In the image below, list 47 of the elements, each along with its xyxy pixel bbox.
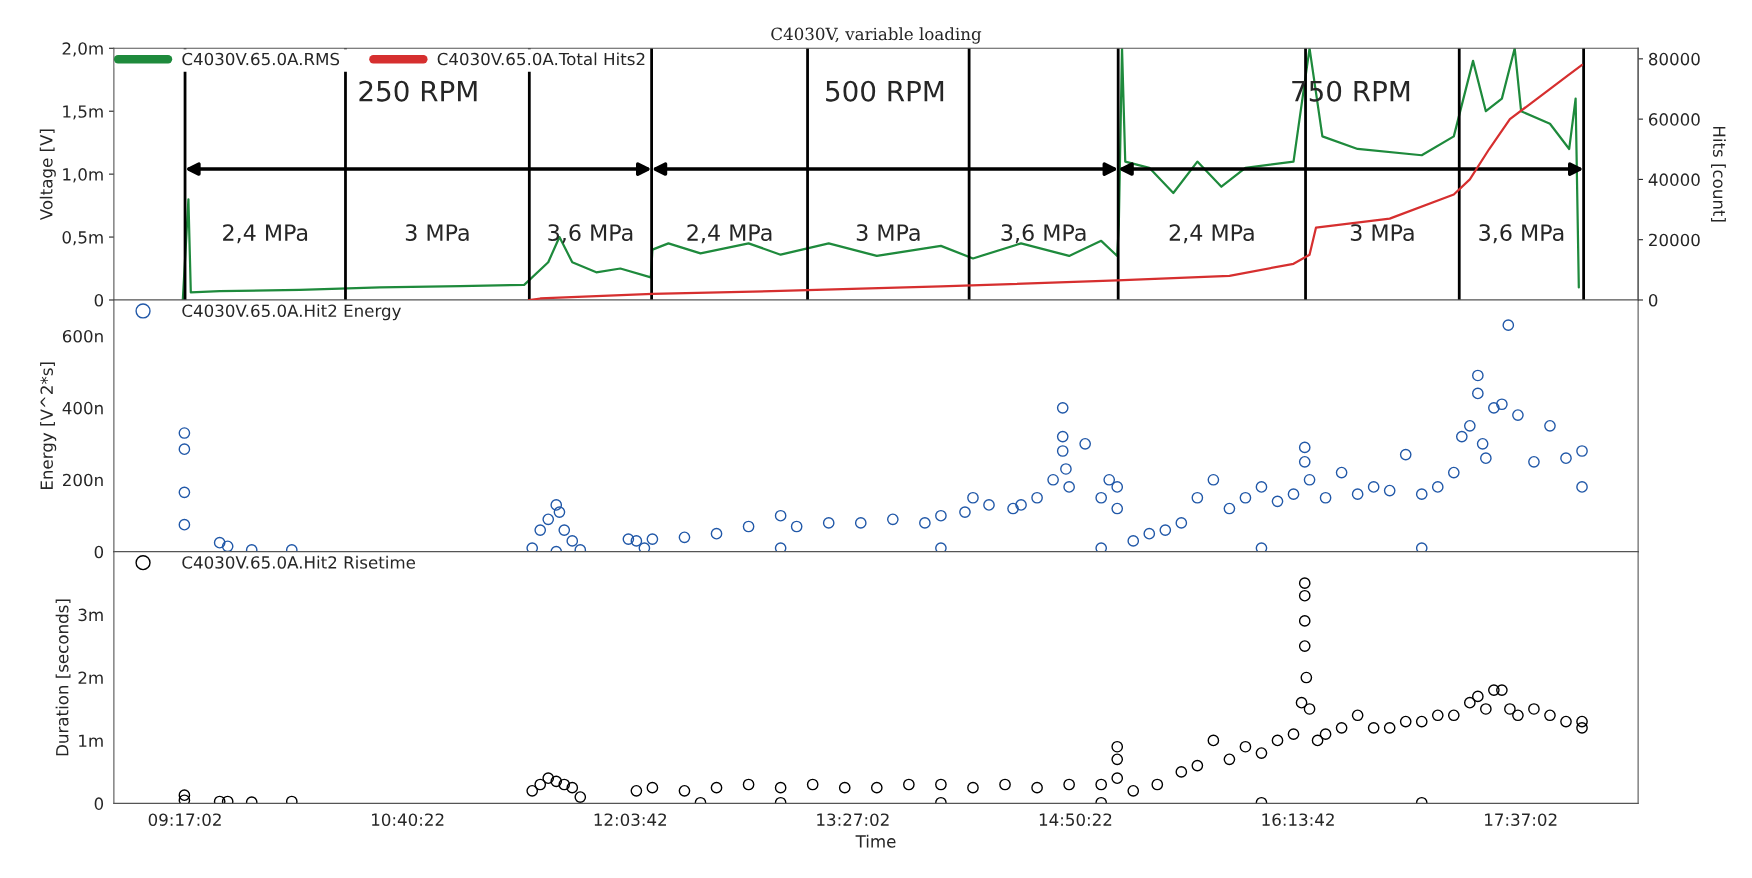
y-tick-label: 600n [62, 329, 103, 343]
x-axis-title: Time [855, 834, 896, 848]
chart-title: C4030V, variable loading [771, 27, 982, 44]
x-tick-label: 09:17:02 [148, 813, 221, 826]
line-series [181, 48, 1580, 300]
y-tick-label: 1m [79, 734, 103, 747]
y-tick-label: 400n [62, 401, 103, 415]
annotation: 3,6 MPa [548, 224, 633, 244]
x-tick-label: 12:03:42 [594, 813, 666, 826]
annotation: 3 MPa [405, 224, 469, 241]
annotation: 2,4 MPa [1169, 224, 1254, 244]
x-tick-label: 14:50:22 [1039, 813, 1112, 826]
y2-tick-label: 20000 [1649, 233, 1700, 247]
y-tick-label: 0,5m [62, 231, 103, 246]
y-tick-label: 3m [78, 608, 103, 622]
x-tick-label: 16:13:42 [1262, 813, 1334, 826]
y-tick-label: 0 [94, 545, 104, 559]
y-axis-title: Duration [seconds] [55, 599, 71, 756]
y-tick-label: 1,5m [63, 105, 103, 120]
y-axis-title: Voltage [V] [39, 129, 56, 221]
legend-label: C4030V.65.0A.Hit2 Risetime [182, 555, 416, 569]
y2-tick-label: 80000 [1648, 52, 1700, 66]
annotation: 3,6 MPa [1479, 224, 1564, 244]
y2-tick-label: 40000 [1648, 173, 1700, 186]
annotation: 250 RPM [359, 80, 477, 102]
legend-label: C4030V.65.0A.RMS [182, 52, 340, 66]
legend-label: C4030V.65.0A.Hit2 Energy [182, 304, 401, 321]
y2-tick-label: 0 [1648, 293, 1658, 307]
y-axis-title: Energy [V^2*s] [40, 362, 57, 490]
y-tick-label: 2m [78, 671, 103, 684]
x-tick-label: 17:37:02 [1485, 813, 1557, 826]
y-tick-label: 200n [63, 473, 103, 487]
annotation: 500 RPM [826, 80, 944, 102]
annotation: 3,6 MPa [1001, 224, 1086, 244]
y2-tick-label: 60000 [1649, 113, 1700, 126]
annotation: 2,4 MPa [223, 224, 308, 244]
y2-axis-title: Hits [count] [1711, 126, 1726, 222]
annotation: 3 MPa [856, 224, 920, 241]
y-tick-label: 0 [94, 797, 104, 810]
annotation: 3 MPa [1350, 224, 1414, 241]
x-tick-label: 13:27:02 [817, 813, 889, 826]
legend-label: C4030V.65.0A.Total Hits2 [437, 52, 645, 66]
y-tick-label: 2,0m [62, 42, 103, 57]
y-tick-label: 0 [94, 293, 104, 307]
annotation: 2,4 MPa [687, 224, 772, 244]
x-tick-label: 10:40:22 [372, 813, 444, 826]
y-tick-label: 1,0m [63, 168, 103, 183]
